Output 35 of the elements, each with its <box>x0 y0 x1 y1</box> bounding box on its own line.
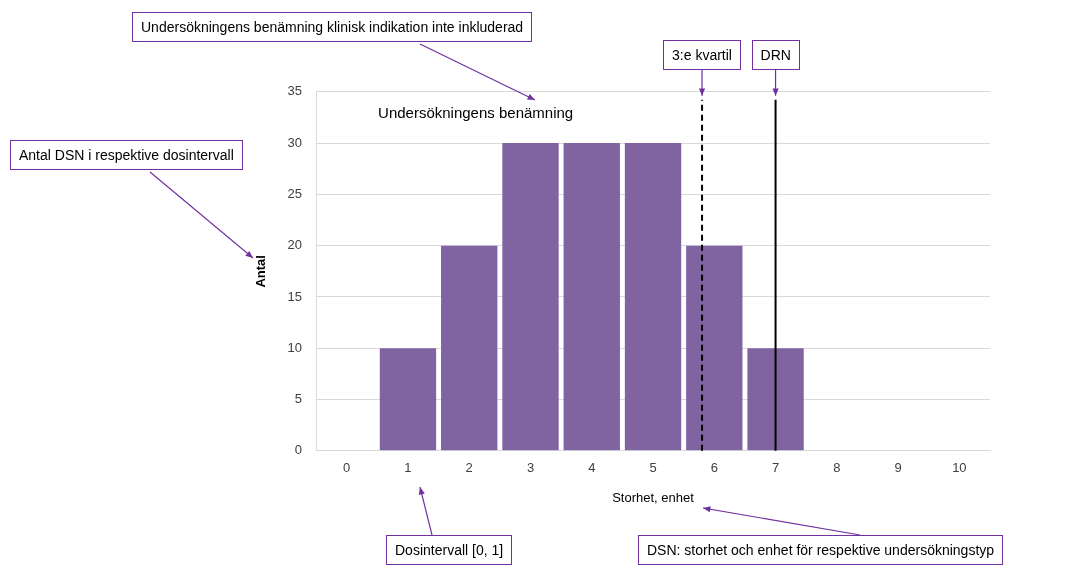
bar <box>379 348 437 451</box>
x-tick-label: 2 <box>465 460 473 476</box>
ref-line-label: 3:e kvartil <box>663 39 741 70</box>
x-tick-label: 0 <box>343 460 351 476</box>
x-tick-label: 1 <box>404 460 412 476</box>
bar <box>502 143 559 451</box>
x-tick-label: 8 <box>833 460 841 476</box>
x-tick-label: 10 <box>952 460 967 476</box>
text: Antal DSN i respektive dosintervall <box>10 140 243 170</box>
y-axis-title: Antal <box>253 255 269 288</box>
ref-line-label: DRN <box>751 39 800 70</box>
y-tick-label: 15 <box>287 288 303 304</box>
text: DSN: storhet och enhet för respektive undersökningstyp <box>638 535 1004 565</box>
y-tick-label: 10 <box>287 339 303 355</box>
y-tick-label: 5 <box>294 391 303 407</box>
bar <box>563 143 620 451</box>
y-tick-label: 20 <box>287 237 303 253</box>
bar <box>747 348 804 451</box>
text: Undersökningens benämning <box>378 103 574 121</box>
x-tick-label: 4 <box>588 460 596 476</box>
x-tick-label: 9 <box>894 460 902 476</box>
x-tick-label: 6 <box>710 460 718 476</box>
bar <box>686 245 743 451</box>
y-tick-label: 30 <box>287 134 303 150</box>
y-tick-label: 35 <box>287 83 303 99</box>
text: Dosintervall [0, 1] <box>386 535 513 565</box>
x-tick-label: 5 <box>649 460 657 476</box>
x-axis-title: Storhet, enhet <box>612 489 695 505</box>
bar <box>441 245 498 451</box>
text: Undersökningens benämning klinisk indikation inte inkluderad <box>132 12 533 42</box>
x-tick-label: 3 <box>526 460 535 476</box>
y-tick-label: 25 <box>287 185 303 201</box>
bar <box>624 143 682 451</box>
x-tick-label: 7 <box>771 460 780 476</box>
y-tick-label: 0 <box>294 442 303 458</box>
